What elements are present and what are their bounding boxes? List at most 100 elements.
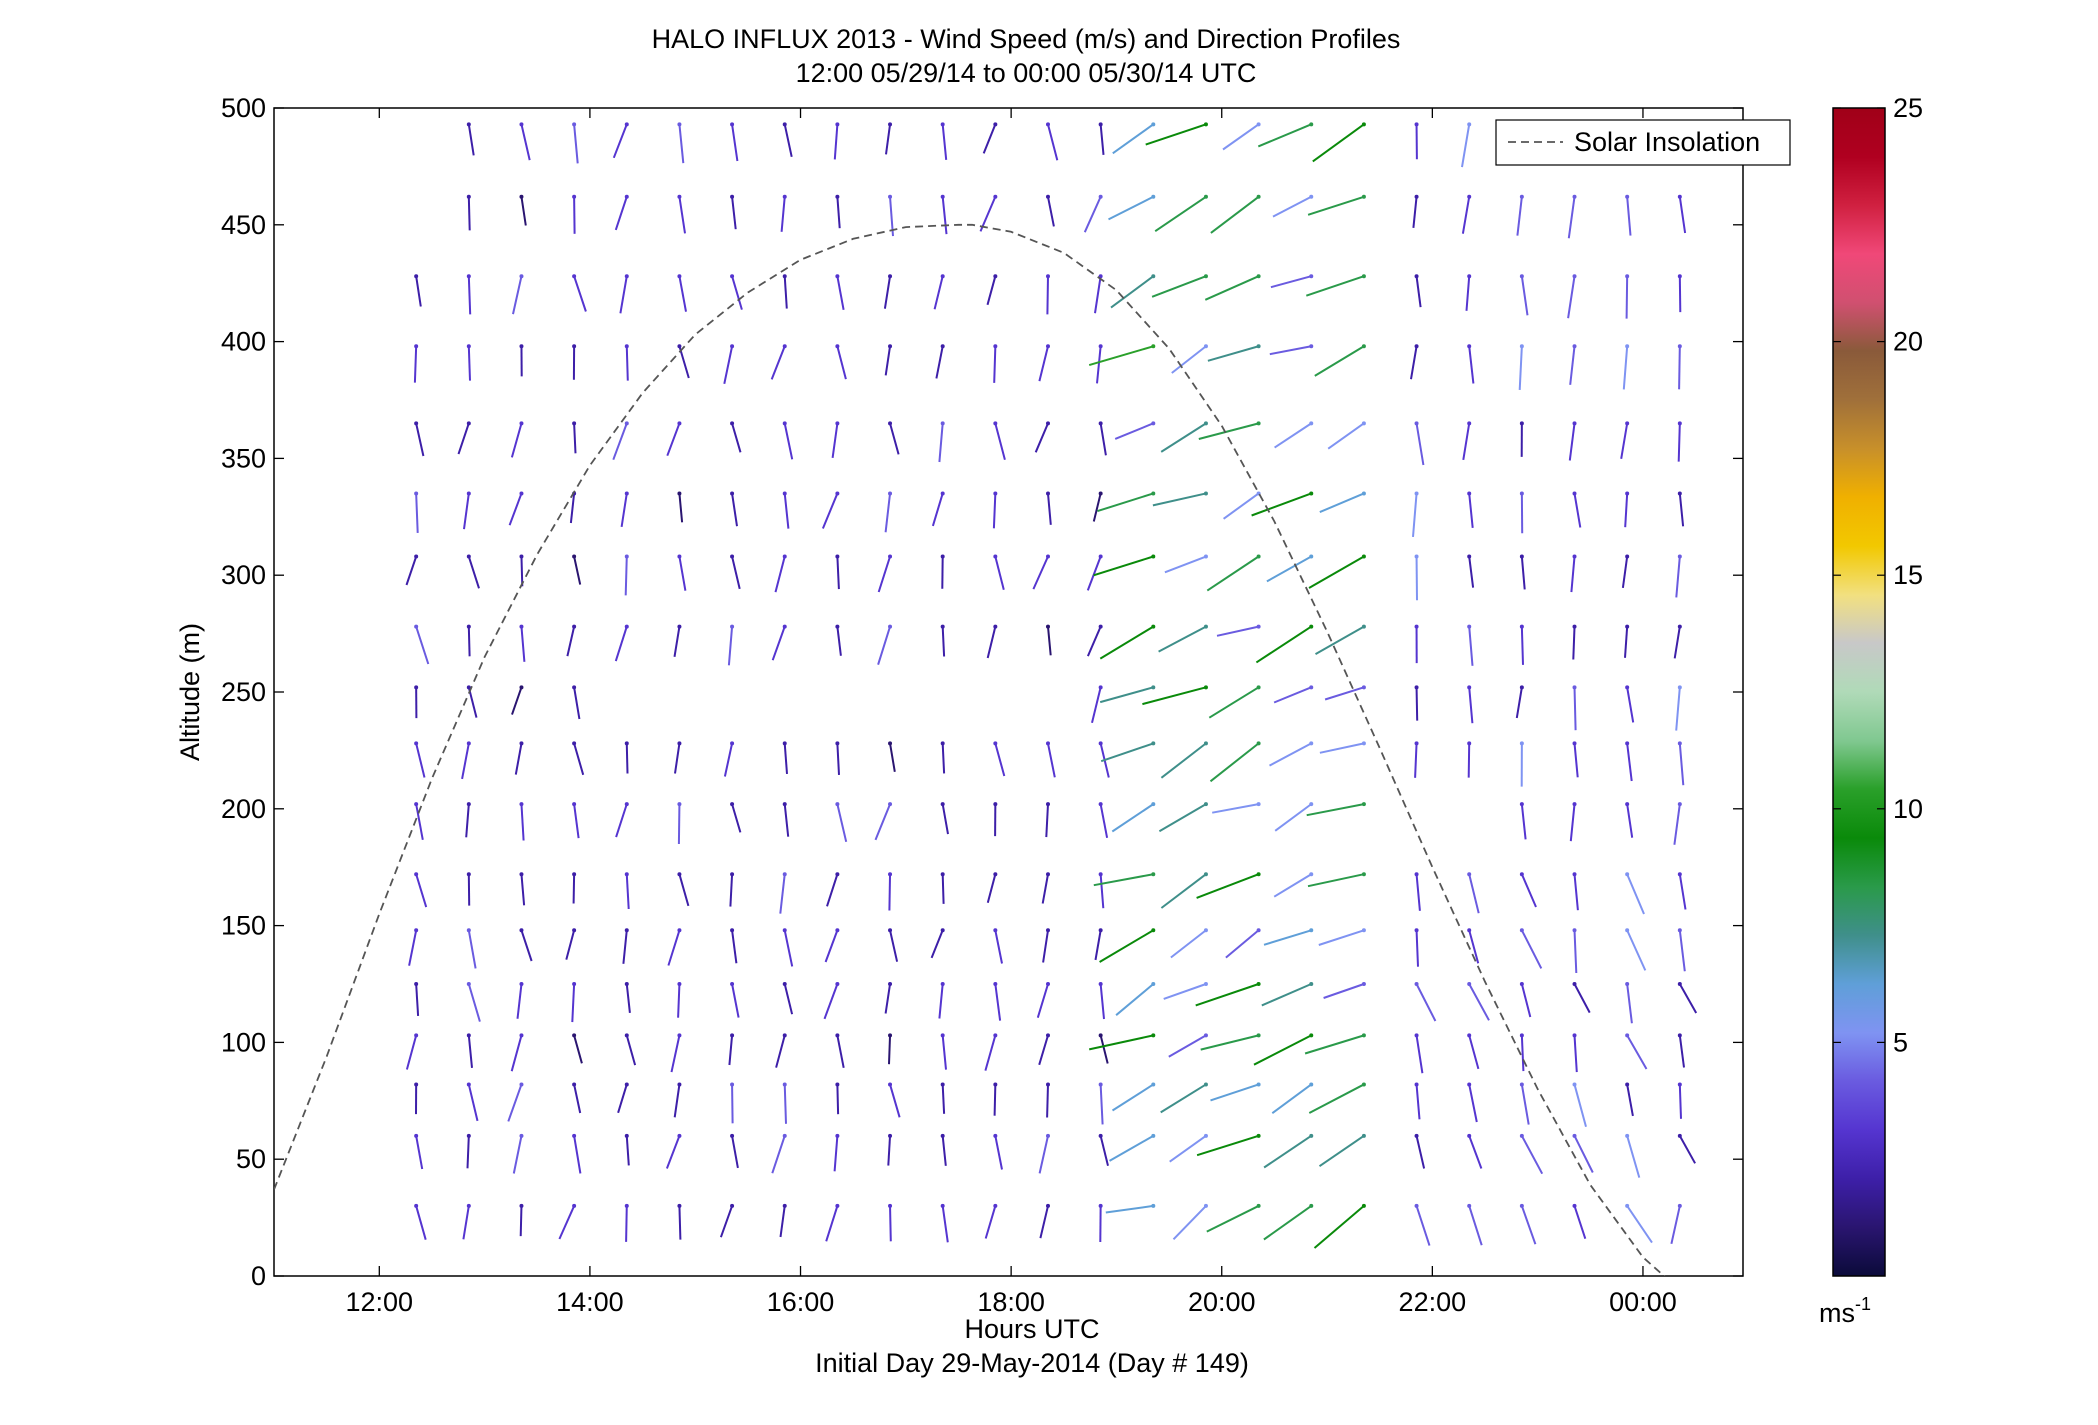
wind-barb <box>510 423 523 458</box>
colorbar-tick-label: 15 <box>1893 560 1923 590</box>
wind-barb <box>1099 929 1154 963</box>
wind-barb <box>1624 493 1629 528</box>
wind-barb <box>1626 743 1633 782</box>
wind-barb-base <box>466 872 471 877</box>
wind-barb-base <box>835 1203 840 1208</box>
wind-barb <box>1099 423 1107 456</box>
wind-barb <box>467 930 477 969</box>
wind-barb-base <box>835 1133 840 1138</box>
chart-title-line-2: 12:00 05/29/14 to 00:00 05/30/14 UTC <box>796 58 1257 88</box>
wind-barb-base <box>1098 685 1103 690</box>
wind-barb <box>666 423 681 457</box>
wind-barb-base <box>1625 1203 1630 1208</box>
wind-barb <box>467 556 480 589</box>
wind-barb-base <box>888 194 893 199</box>
wind-barb <box>1038 1035 1049 1066</box>
wind-barb <box>836 556 840 590</box>
wind-barb-base <box>466 982 471 986</box>
wind-barb <box>1151 275 1207 298</box>
wind-barb <box>1093 873 1154 887</box>
wind-barb-base <box>1467 344 1472 349</box>
wind-barb-base <box>782 982 787 986</box>
wind-barb <box>1210 195 1260 234</box>
wind-barb <box>993 1084 997 1116</box>
wind-barb <box>467 276 472 315</box>
wind-barb <box>1678 493 1685 527</box>
wind-barb-base <box>1045 1203 1050 1208</box>
colorbar-tick-label: 10 <box>1893 794 1923 824</box>
wind-barb-base <box>1467 685 1472 690</box>
wind-barb <box>1678 346 1681 390</box>
wind-barb <box>1111 803 1154 833</box>
wind-barb <box>408 930 418 966</box>
wind-barb-base <box>466 274 471 279</box>
wind-barb <box>467 196 471 231</box>
wind-barb <box>836 803 848 843</box>
wind-barb-base <box>1203 421 1208 426</box>
wind-barb <box>573 1135 582 1174</box>
wind-barb <box>415 983 420 1016</box>
wind-barb-base <box>414 624 419 629</box>
wind-barb-base <box>624 194 629 199</box>
wind-barb <box>520 929 533 962</box>
wind-barb <box>1620 423 1629 459</box>
wind-barb <box>1046 276 1049 315</box>
wind-barb <box>836 276 845 310</box>
wind-barb <box>573 124 579 164</box>
wind-barb-base <box>993 1133 998 1138</box>
wind-barb-base <box>782 554 787 559</box>
wind-barb <box>884 346 892 376</box>
wind-barb-base <box>519 802 524 807</box>
wind-barb <box>1099 1084 1104 1125</box>
wind-barb-base <box>466 1082 471 1087</box>
wind-barb <box>821 493 839 529</box>
wind-barb-base <box>888 344 893 349</box>
wind-barb-base <box>1203 1033 1208 1038</box>
wind-barb <box>1323 983 1365 999</box>
wind-barb <box>1172 1205 1207 1240</box>
wind-barb-base <box>1414 274 1419 279</box>
wind-barb <box>1573 1035 1578 1073</box>
wind-barb-base <box>993 421 998 426</box>
wind-barb <box>1306 803 1365 817</box>
wind-barb <box>783 983 794 1015</box>
wind-barb <box>678 493 684 523</box>
wind-barb-base <box>1414 554 1419 559</box>
wind-barb-base <box>1098 421 1103 426</box>
wind-barb <box>1263 1205 1312 1241</box>
colorbar-ticks: 5 10 15 20 25 <box>1833 93 1923 1057</box>
wind-barb <box>625 983 631 1014</box>
wind-barb-base <box>835 982 840 986</box>
wind-barb-base <box>888 624 893 629</box>
wind-barb <box>573 743 585 776</box>
y-tick-label: 0 <box>251 1261 266 1291</box>
wind-barb-base <box>1519 344 1524 349</box>
wind-barb-base <box>1414 624 1419 629</box>
wind-barb <box>1626 1084 1634 1117</box>
wind-barb <box>888 1035 892 1065</box>
wind-barb-base <box>730 1033 735 1038</box>
wind-barb <box>1097 492 1154 513</box>
wind-barb-base <box>519 982 524 986</box>
wind-barb <box>1112 123 1154 155</box>
wind-barb-base <box>940 1203 945 1208</box>
wind-barb-base <box>888 274 893 279</box>
wind-barb-base <box>940 274 945 279</box>
wind-barb <box>1086 626 1102 657</box>
wind-barb-base <box>1414 928 1419 933</box>
wind-barb <box>1099 1135 1109 1166</box>
wind-barb-base <box>1361 928 1366 933</box>
wind-barb-base <box>1625 685 1630 690</box>
wind-barb-base <box>1361 802 1366 807</box>
wind-barb-base <box>519 554 524 559</box>
wind-barb-base <box>888 741 893 746</box>
wind-barb <box>1467 743 1471 778</box>
colorbar-tick-label: 5 <box>1893 1027 1908 1057</box>
wind-barb <box>1678 983 1698 1014</box>
wind-barb <box>731 196 737 230</box>
wind-barb-base <box>1467 928 1472 933</box>
wind-barb <box>1047 196 1055 227</box>
wind-barb-base <box>1045 122 1050 127</box>
wind-barb <box>877 556 891 593</box>
wind-barb-base <box>1361 194 1366 199</box>
